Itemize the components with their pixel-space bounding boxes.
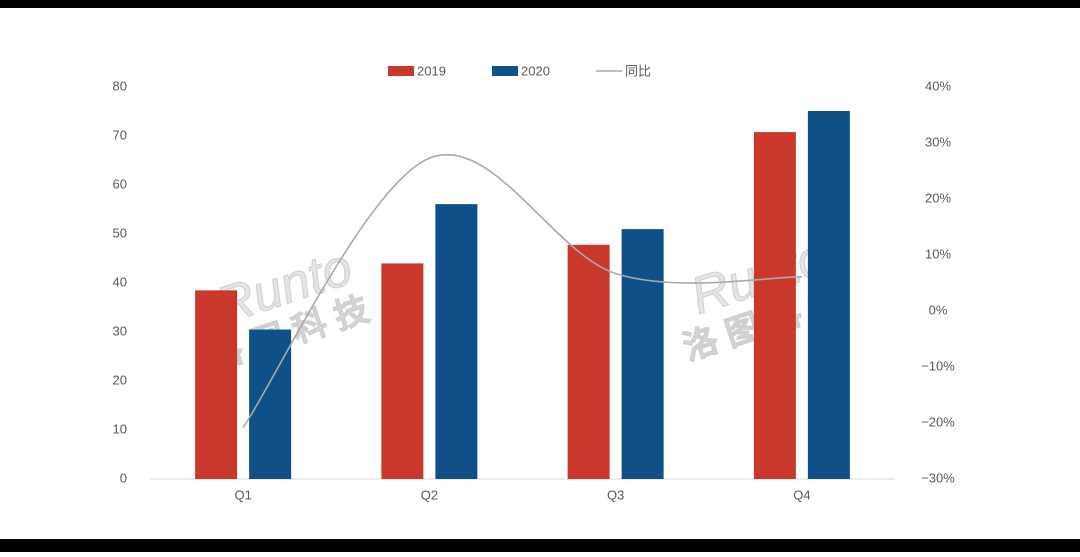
y-tick-label: 60: [113, 176, 127, 191]
bar: [621, 229, 664, 479]
bar: [567, 244, 610, 479]
y2-tick-label: 0%: [929, 302, 948, 317]
legend-swatch: [388, 66, 414, 76]
x-tick-label: Q2: [421, 487, 438, 502]
line: [242, 153, 802, 428]
y2-tick-label: 20%: [925, 190, 951, 205]
bar: [435, 204, 478, 480]
bar: [753, 132, 796, 479]
x-tick-label: Q4: [793, 487, 810, 502]
bar: [381, 263, 424, 479]
y-tick-label: 40: [113, 274, 127, 289]
y-tick-label: 30: [113, 323, 127, 338]
y-tick-label: 10: [113, 421, 127, 436]
y-tick-label: 80: [113, 78, 127, 93]
x-tick-label: Q3: [607, 487, 624, 502]
y2-tick-label: 10%: [925, 246, 951, 261]
y2-tick-label: −20%: [921, 414, 955, 429]
bar: [249, 329, 292, 479]
bottom-band: [0, 539, 1080, 552]
legend-swatch: [492, 66, 518, 76]
legend-label: 同比: [625, 63, 651, 78]
y2-tick-label: −30%: [921, 470, 955, 485]
bar: [195, 290, 238, 479]
bar: [807, 111, 850, 479]
top-band: [0, 0, 1080, 8]
y2-tick-label: 30%: [925, 134, 951, 149]
y-tick-label: 70: [113, 127, 127, 142]
y-tick-label: 0: [120, 470, 127, 485]
y-tick-label: 50: [113, 225, 127, 240]
x-tick-label: Q1: [234, 487, 251, 502]
legend-label: 2019: [417, 63, 446, 78]
legend-label: 2020: [521, 63, 550, 78]
y2-tick-label: −10%: [921, 358, 955, 373]
y2-tick-label: 40%: [925, 78, 951, 93]
y-tick-label: 20: [113, 372, 127, 387]
